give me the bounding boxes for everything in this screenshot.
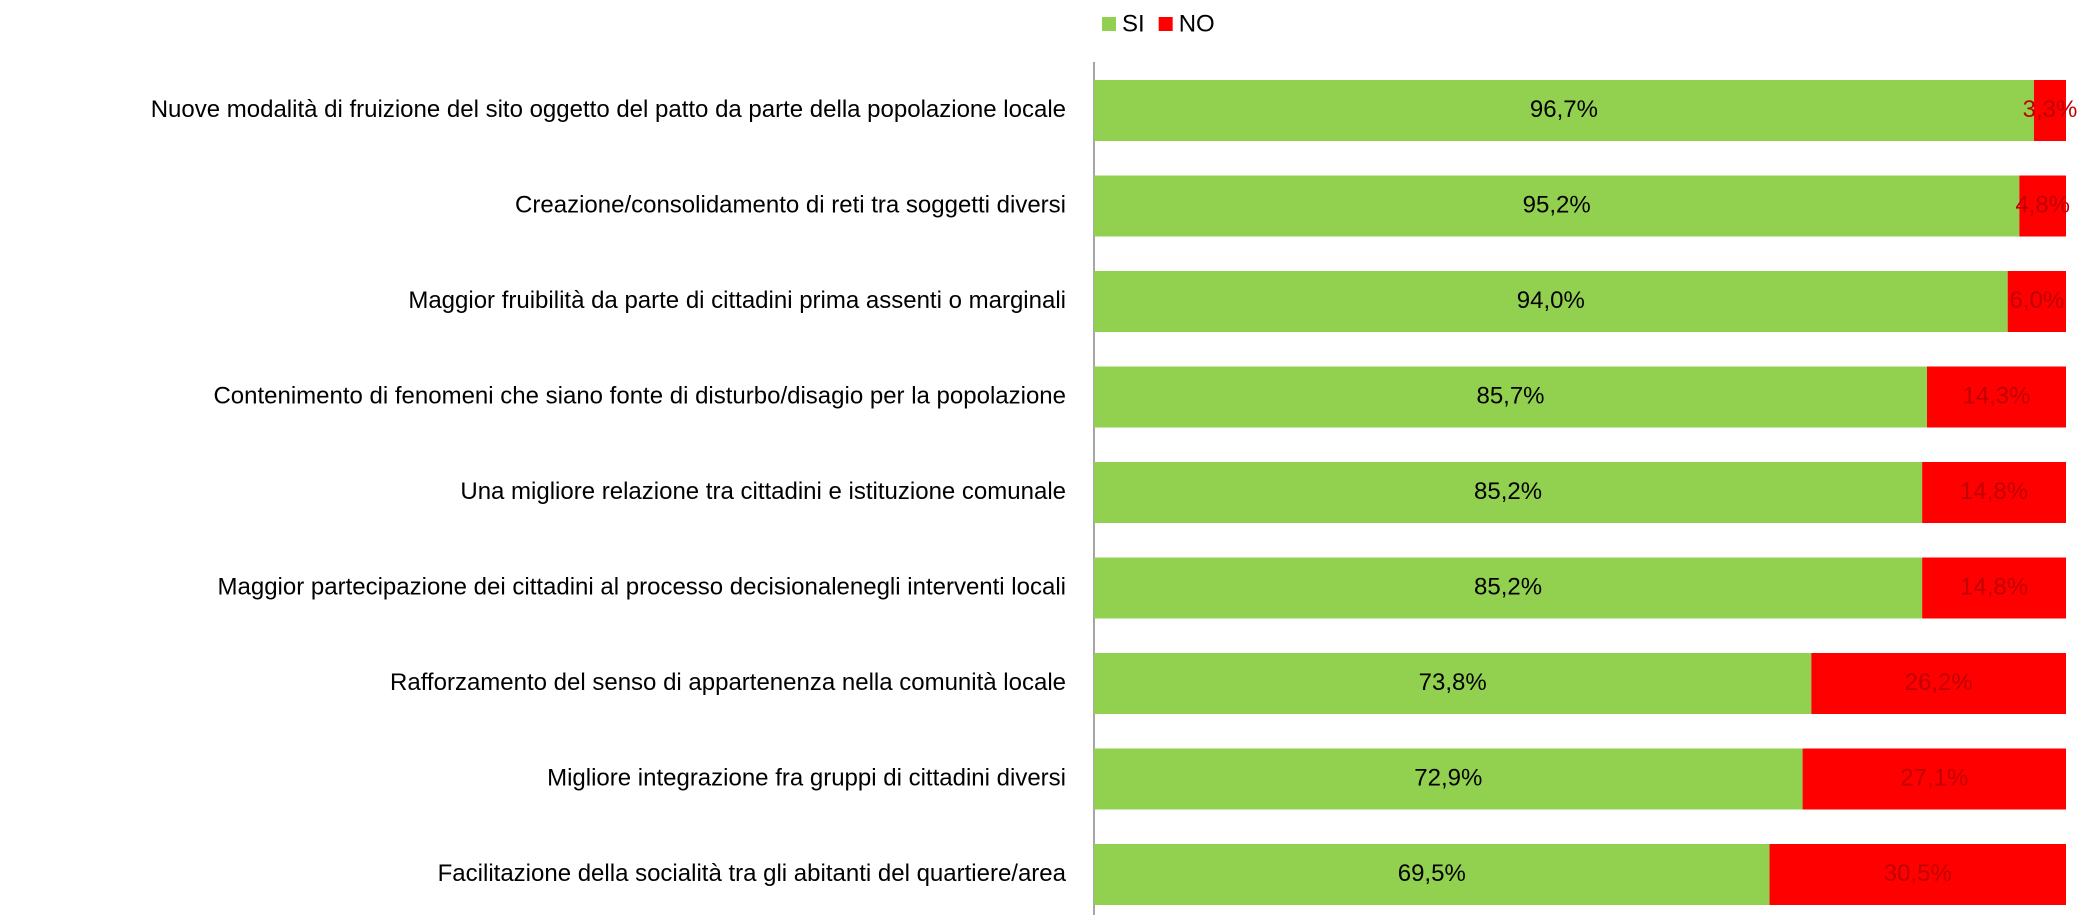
bar-segment [1802,748,2066,810]
data-label: 26,2% [1905,669,1973,696]
data-label: 4,8% [2015,191,2070,218]
bar-segment [1094,844,1770,905]
bar-segment [1094,175,2020,237]
data-label: 85,2% [1474,573,1542,600]
bar-segment [1094,80,2034,141]
category-label: Maggior partecipazione dei cittadini al … [218,573,1066,600]
data-label: 85,7% [1476,382,1544,409]
data-label: 96,7% [1530,96,1598,123]
legend-swatch [1158,17,1173,31]
data-label: 14,8% [1960,478,2028,505]
category-label: Migliore integrazione fra gruppi di citt… [547,764,1066,791]
data-label: 72,9% [1414,764,1482,791]
bar-segment [1927,366,2066,428]
bar-segment [1811,653,2066,714]
bar-segment [2033,80,2066,141]
data-label: 14,8% [1960,573,2028,600]
data-label: 30,5% [1884,860,1952,887]
data-label: 69,5% [1398,860,1466,887]
bar-segment [1094,271,2008,332]
data-label: 6,0% [2009,287,2064,314]
data-label: 85,2% [1474,478,1542,505]
bar-segment [1094,557,1923,619]
legend-label: NO [1179,10,1215,37]
category-label: Creazione/consolidamento di reti tra sog… [515,191,1066,218]
bar-segment [1922,462,2066,523]
category-label: Rafforzamento del senso di appartenenza … [390,669,1066,696]
legend-label: SI [1122,10,1145,37]
bar-segment [1922,557,2066,619]
category-label: Nuove modalità di fruizione del sito ogg… [151,96,1066,123]
bar-segment [2007,271,2066,332]
category-label: Maggior fruibilità da parte di cittadini… [408,287,1066,314]
data-label: 94,0% [1517,287,1585,314]
data-label: 95,2% [1523,191,1591,218]
bar-segment [2019,175,2066,237]
data-label: 3,3% [2023,96,2078,123]
data-label: 73,8% [1419,669,1487,696]
bar-segment [1094,748,1803,810]
category-label: Facilitazione della socialità tra gli ab… [438,860,1067,887]
bar-segment [1769,844,2066,905]
category-label: Contenimento di fenomeni che siano fonte… [213,382,1066,409]
bar-segment [1094,462,1923,523]
data-label: 27,1% [1900,764,1968,791]
bar-segment [1094,653,1812,714]
category-label: Una migliore relazione tra cittadini e i… [460,478,1066,505]
legend-swatch [1102,17,1116,31]
bar-segment [1094,366,1928,428]
data-label: 14,3% [1962,382,2030,409]
